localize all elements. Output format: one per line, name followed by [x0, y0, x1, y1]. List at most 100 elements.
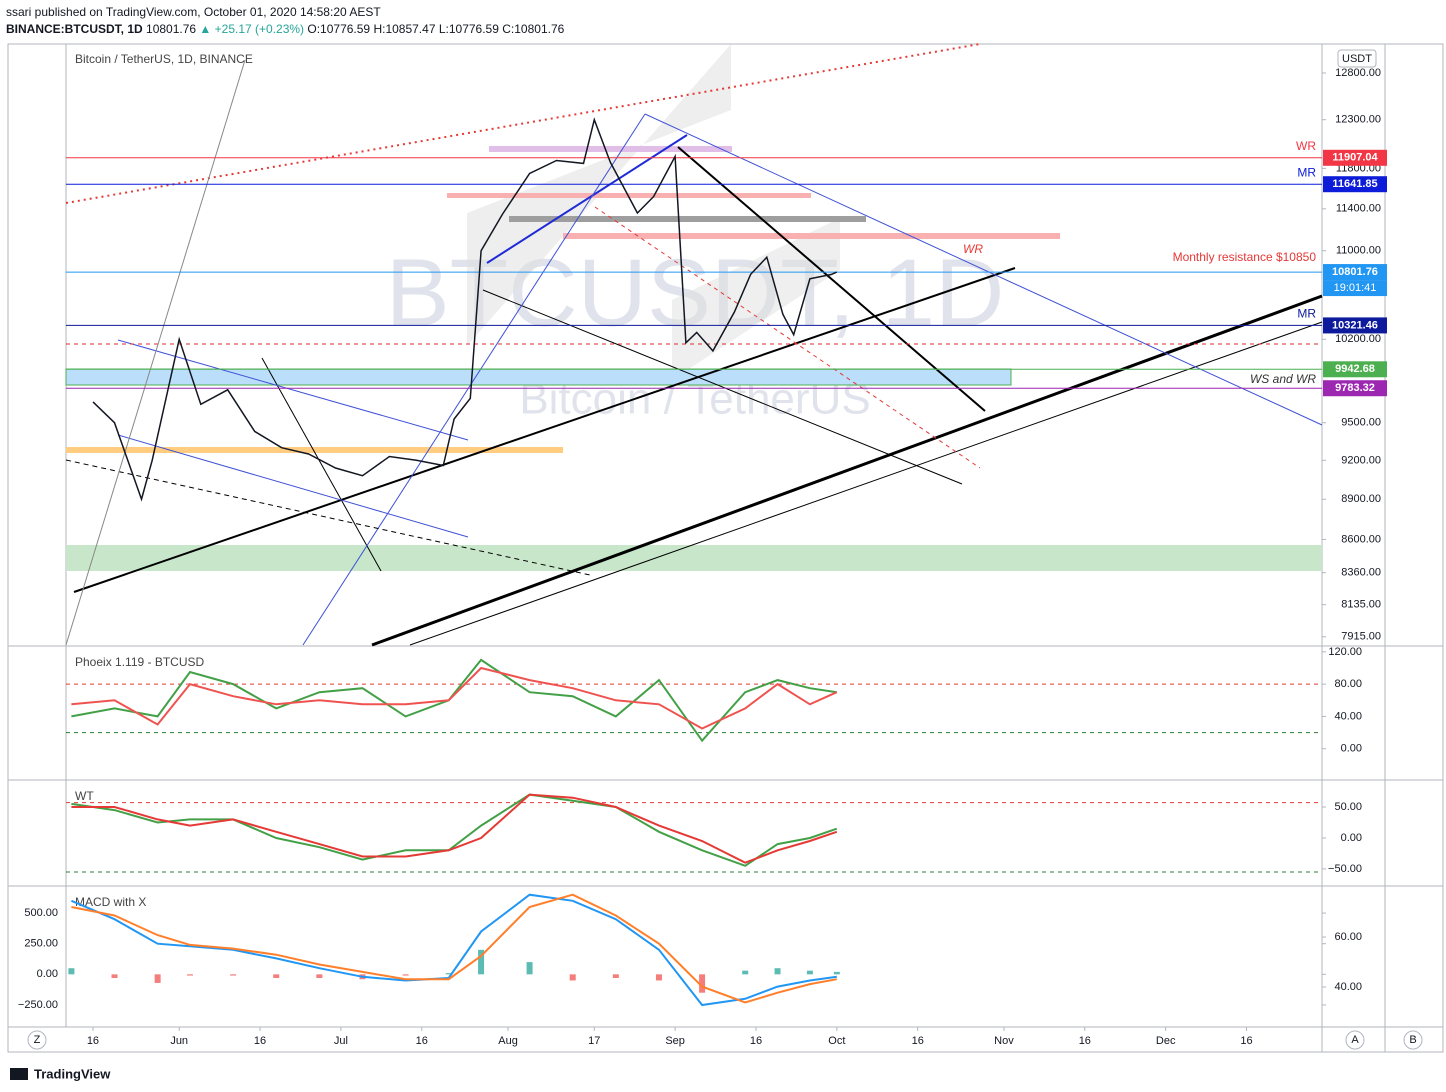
histogram-bar [806, 970, 813, 975]
pane-title: Phoeix 1.119 - BTCUSD [75, 655, 204, 669]
price-label-box [1323, 361, 1387, 378]
close: C:10801.76 [502, 22, 565, 36]
frame [7, 43, 1444, 1053]
annotation: Monthly resistance $10850 [1173, 250, 1317, 264]
pane-title: WT [75, 789, 94, 803]
histogram-bar [612, 974, 619, 979]
y-tick-label: 80.00 [1334, 678, 1362, 690]
x-tick-label: 16 [87, 1035, 99, 1047]
histogram-bar [230, 974, 237, 976]
published-line: ssari published on TradingView.com, Octo… [6, 5, 381, 19]
x-tick-label: Dec [1156, 1035, 1176, 1047]
brand: TradingView [34, 1066, 111, 1081]
y-tick-label: 0.00 [37, 968, 58, 980]
price-label-box [1323, 176, 1387, 193]
x-tick-label: Aug [498, 1035, 518, 1047]
y-tick-label: 0.00 [1341, 832, 1362, 844]
histogram-bar [111, 974, 118, 979]
currency-box [1337, 49, 1377, 68]
open: O:10776.59 [307, 22, 371, 36]
price-label: 11907.04 [1332, 152, 1378, 164]
low: L:10776.59 [438, 22, 499, 36]
y-tick-label: 8900.00 [1341, 493, 1381, 505]
button-label[interactable]: A [1351, 1034, 1359, 1046]
x-tick-label: 16 [1079, 1035, 1091, 1047]
button[interactable] [27, 1030, 47, 1050]
histogram-bar [569, 974, 576, 981]
button[interactable] [1403, 1030, 1423, 1050]
y-tick-label: 11000.00 [1336, 245, 1381, 257]
histogram-bar [316, 974, 323, 979]
y-tick-label: 7915.00 [1341, 631, 1381, 643]
histogram-bar [273, 974, 280, 979]
series-line [71, 793, 838, 864]
histogram-bar [68, 968, 75, 975]
x-tick-label: Jul [334, 1035, 348, 1047]
y2-tick-label: 60.00 [1334, 931, 1362, 943]
x-tick-label: Nov [994, 1035, 1014, 1047]
series-line [71, 893, 837, 1007]
price-label-box [1323, 264, 1387, 281]
button-label[interactable]: B [1409, 1034, 1416, 1046]
histogram-bar [774, 968, 781, 975]
price-label-box [1323, 380, 1387, 397]
y-tick-label: 11400.00 [1336, 203, 1381, 215]
level-tag: WR [1296, 139, 1316, 153]
pane-title: Bitcoin / TetherUS, 1D, BINANCE [75, 52, 253, 66]
y-tick-label: 12300.00 [1335, 114, 1381, 126]
y-tick-label: 8600.00 [1341, 533, 1381, 545]
x-tick-label: 16 [254, 1035, 266, 1047]
histogram-bar [833, 971, 840, 975]
button-label[interactable]: Z [34, 1034, 41, 1046]
histogram-bar [154, 974, 161, 983]
series-line [71, 666, 838, 730]
pane-title: MACD with X [75, 895, 146, 909]
x-tick-label: 16 [1240, 1035, 1252, 1047]
y-tick-label: 250.00 [24, 938, 58, 950]
y-tick-label: 120.00 [1328, 646, 1362, 658]
change: ▲ +25.17 (+0.23%) [199, 22, 305, 36]
y-tick-label: −50.00 [1328, 863, 1362, 875]
x-tick-label: 16 [750, 1035, 762, 1047]
x-tick-label: Jun [170, 1035, 188, 1047]
countdown-box [1323, 280, 1387, 297]
brand-logo [10, 1068, 28, 1080]
histogram-bar [526, 962, 533, 975]
x-tick-label: 16 [416, 1035, 428, 1047]
level-tag: MR [1297, 165, 1316, 179]
level-tag: MR [1297, 307, 1316, 321]
series-line [92, 117, 838, 502]
price-label: 11641.85 [1332, 178, 1377, 190]
x-tick-label: 16 [912, 1035, 924, 1047]
y-tick-label: 9200.00 [1341, 454, 1381, 466]
y-tick-label: 10200.00 [1335, 333, 1381, 345]
histogram-bar [402, 974, 409, 976]
y2-tick-label: 40.00 [1334, 981, 1362, 993]
last: 10801.76 [146, 22, 197, 36]
price-label-box [1323, 149, 1387, 166]
price-label: 9942.68 [1335, 363, 1375, 375]
y-tick-label: 12800.00 [1335, 67, 1381, 79]
marks: 16 Jun 16 Jul 16 Aug 17 Sep 16 Oct 16 Nov 16 Dec 16 Bit… [18, 52, 1387, 1047]
y-tick-label: 40.00 [1334, 710, 1362, 722]
x-tick-label: Oct [828, 1035, 845, 1047]
y-tick-label: 50.00 [1334, 801, 1362, 813]
price-label: 9783.32 [1335, 382, 1375, 394]
histogram-bar [655, 974, 662, 981]
drawings [65, 43, 1323, 647]
header: ssari published on TradingView.com, Octo… [6, 4, 564, 38]
x-tick-label: 17 [588, 1035, 600, 1047]
histogram-bar [478, 949, 485, 975]
y-tick-label: 500.00 [24, 907, 58, 919]
y-tick-label: 8135.00 [1341, 599, 1381, 611]
series-line [71, 793, 838, 867]
y-tick-label: 9500.00 [1341, 417, 1381, 429]
symbol-line: BINANCE:BTCUSDT, 1D 10801.76 ▲ +25.17 (+… [6, 21, 564, 38]
histogram-bar [742, 970, 749, 975]
y-tick-label: 0.00 [1341, 743, 1362, 755]
annotation: WR [963, 242, 983, 256]
button[interactable] [1345, 1030, 1365, 1050]
y-tick-label: −250.00 [18, 999, 58, 1011]
